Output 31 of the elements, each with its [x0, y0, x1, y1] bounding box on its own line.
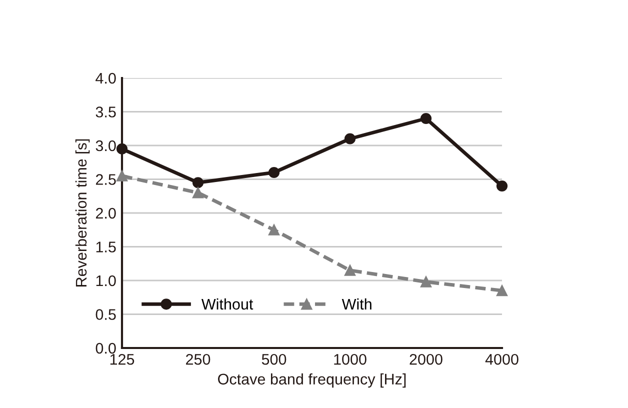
point — [116, 170, 128, 182]
y-tick-label: 1.5 — [96, 242, 116, 252]
x-tick-label: 2000 — [410, 354, 442, 365]
point — [192, 187, 204, 198]
point — [268, 224, 280, 236]
point — [268, 166, 280, 178]
x-tick-label: 1000 — [334, 354, 366, 365]
y-tick-label: 0.0 — [96, 342, 116, 354]
y-axis-title: Reverberation time [s] — [75, 139, 90, 286]
x-tick-label: 250 — [186, 354, 210, 365]
legend-label: With — [342, 298, 372, 310]
y-tick-label: 4.0 — [96, 72, 116, 84]
y-tick-label: 2.5 — [96, 174, 116, 185]
point — [496, 285, 508, 296]
point — [420, 112, 432, 124]
legend-label: Without — [201, 298, 254, 310]
point — [116, 143, 128, 154]
x-tick-label: 125 — [110, 354, 134, 365]
y-tick-label: 0.5 — [96, 309, 116, 320]
y-tick-label: 3.0 — [96, 140, 116, 152]
y-tick-label: 3.5 — [96, 106, 116, 118]
x-axis-title: Octave band frequency [Hz] — [218, 373, 406, 388]
point — [496, 180, 508, 192]
y-tick-label: 2.0 — [96, 208, 116, 219]
x-tick-label: 4000 — [485, 354, 518, 365]
point — [344, 133, 356, 144]
point — [192, 177, 204, 188]
point — [420, 276, 432, 288]
point — [344, 264, 356, 276]
x-tick-label: 500 — [262, 354, 286, 365]
y-tick-label: 1.0 — [96, 275, 116, 286]
